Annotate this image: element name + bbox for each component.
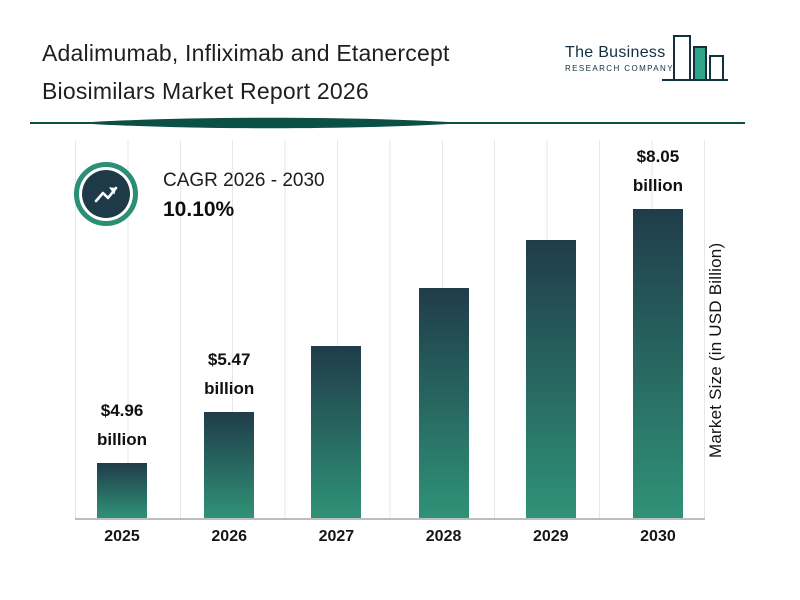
trend-up-icon [82,170,130,218]
x-tick-2029: 2029 [532,528,569,545]
cagr-text-block: CAGR 2026 - 2030 10.10% [163,170,325,222]
x-tick-2030: 2030 [640,528,676,545]
bar-column-2027 [311,346,362,518]
logo-bars-icon [662,30,742,97]
bar-column-2026: $5.47 billion [204,345,255,518]
bar-column-2029 [525,240,576,518]
x-axis-labels: 2025 2026 2027 2028 2029 2030 [75,528,705,546]
bar-2027 [311,346,362,518]
y-axis-label: Market Size (in USD Billion) [706,242,725,458]
bar-column-2030: $8.05 billion [632,142,683,518]
chart-plot-area: $4.96 billion $5.47 billion $8.05 billion [75,140,705,520]
page-title: Adalimumab, Infliximab and Etanercept Bi… [42,34,450,110]
x-tick-2027: 2027 [318,528,355,545]
bar-column-2028 [418,288,469,518]
title-line1: Adalimumab, Infliximab and Etanercept [42,40,450,66]
value-label-2026: $5.47 billion [204,349,255,399]
bar-2025 [97,463,147,518]
value-label-2030: $8.05 billion [632,146,683,196]
bars-row: $4.96 billion $5.47 billion $8.05 billion [75,140,705,518]
bar-2026 [204,412,255,518]
logo-text-line2: RESEARCH COMPANY [565,64,674,73]
bar-column-2025: $4.96 billion [96,396,148,518]
bar-2030 [632,209,683,518]
bar-2029 [525,240,576,518]
cagr-label: CAGR 2026 - 2030 [163,170,325,191]
divider [30,116,745,135]
cagr-value: 10.10% [163,198,235,221]
title-line2: Biosimilars Market Report 2026 [42,78,369,104]
value-label-2025: $4.96 billion [96,400,148,450]
logo-text-line1: The Business [565,44,666,61]
x-tick-2028: 2028 [425,528,462,545]
cagr-badge [74,162,138,226]
bar-2028 [418,288,469,518]
x-tick-2026: 2026 [211,528,247,545]
company-logo: The Business RESEARCH COMPANY [565,35,765,114]
x-tick-2025: 2025 [104,528,140,545]
